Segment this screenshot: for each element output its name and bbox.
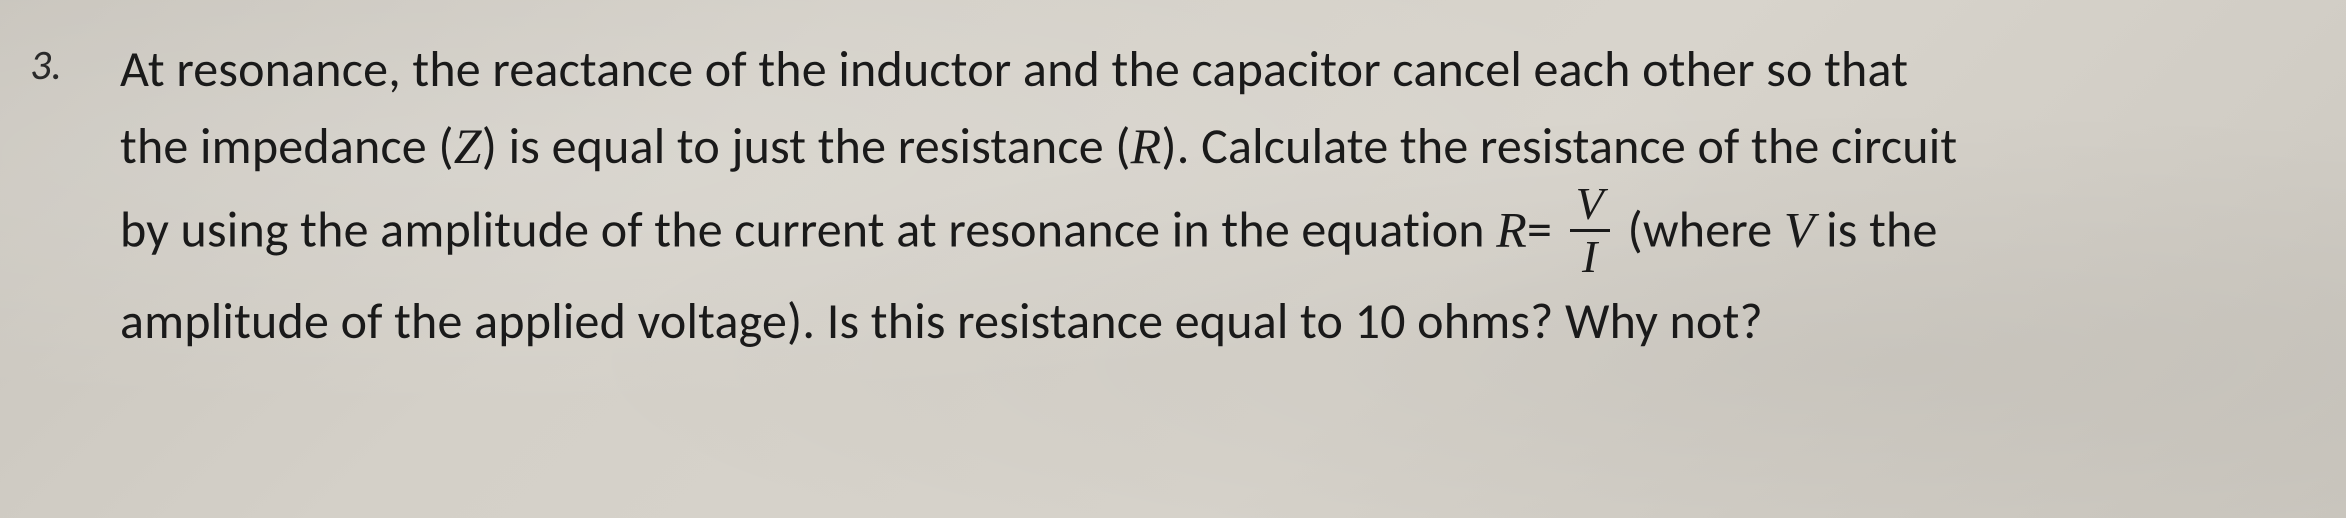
text-segment: amplitude of the applied voltage). Is th…	[120, 291, 1763, 352]
variable-r: R	[1131, 118, 1162, 174]
question-line-4: amplitude of the applied voltage). Is th…	[120, 284, 1957, 360]
variable-z: Z	[454, 118, 482, 174]
fraction-v-over-i: VI	[1570, 181, 1610, 280]
question-number: 3.	[30, 40, 80, 91]
text-segment: the impedance (	[120, 116, 454, 177]
text-segment: ) is equal to just the resistance (	[482, 116, 1131, 177]
text-segment: is the	[1815, 199, 1938, 260]
text-segment: (where	[1616, 199, 1784, 260]
variable-r-equation: R	[1496, 201, 1527, 257]
question-line-1: At resonance, the reactance of the induc…	[120, 32, 1957, 108]
question-body: At resonance, the reactance of the induc…	[120, 32, 1957, 360]
variable-v: V	[1784, 201, 1815, 257]
text-segment: by using the amplitude of the current at…	[120, 199, 1496, 260]
fraction-numerator: V	[1570, 181, 1610, 232]
text-segment: ). Calculate the resistance of the circu…	[1161, 116, 1957, 177]
text-segment: At resonance, the reactance of the induc…	[120, 39, 1908, 100]
question-container: 3. At resonance, the reactance of the in…	[0, 0, 2346, 392]
equals-sign: =	[1527, 199, 1564, 260]
question-line-3: by using the amplitude of the current at…	[120, 185, 1957, 284]
question-line-2: the impedance (Z) is equal to just the r…	[120, 108, 1957, 185]
fraction-denominator: I	[1576, 232, 1604, 280]
